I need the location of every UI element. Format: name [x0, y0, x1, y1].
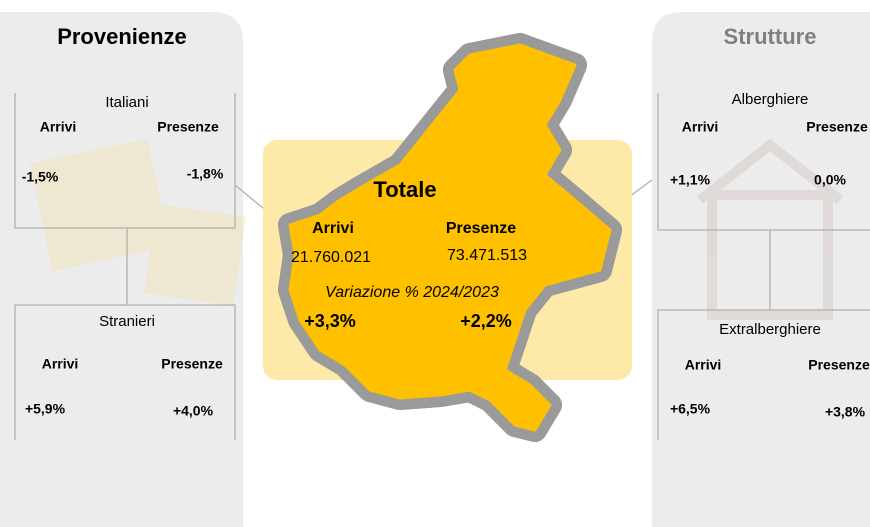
right-panel — [652, 12, 870, 527]
value: 21.760.021 — [291, 249, 371, 266]
col-label: Arrivi — [682, 119, 719, 135]
value: 73.471.513 — [447, 247, 527, 264]
col-label: Presenze — [157, 119, 219, 135]
box-alberghiere — [657, 93, 870, 231]
value: +2,2% — [460, 311, 512, 331]
panel-title: Provenienze — [57, 24, 187, 49]
left-panel — [0, 12, 243, 527]
col-label: Arrivi — [40, 119, 77, 135]
veneto-map — [278, 33, 622, 442]
box-italiani — [14, 93, 236, 229]
value: +4,0% — [173, 403, 214, 419]
building-icon — [696, 138, 844, 320]
col-label: Presenze — [161, 356, 223, 372]
panel-title: Strutture — [724, 24, 817, 49]
group-label: Stranieri — [99, 313, 155, 330]
group-label: Extralberghiere — [719, 321, 821, 338]
variation-label: Variazione % 2024/2023 — [325, 284, 499, 301]
value: +5,9% — [25, 401, 66, 417]
col-label: Arrivi — [42, 356, 79, 372]
group-label: Alberghiere — [732, 91, 809, 108]
value: -1,5% — [22, 169, 59, 185]
group-label: Italiani — [105, 94, 148, 111]
value: +3,3% — [304, 311, 356, 331]
col-label: Arrivi — [312, 220, 354, 237]
col-label: Presenze — [446, 220, 516, 237]
col-label: Presenze — [806, 119, 868, 135]
value: +3,8% — [825, 404, 866, 420]
value: -1,8% — [187, 166, 224, 182]
value: +6,5% — [670, 401, 711, 417]
box-extralberghiere — [657, 309, 870, 440]
box-stranieri — [14, 304, 236, 440]
center-title: Totale — [373, 177, 436, 202]
flags-icon — [29, 138, 246, 306]
value: 0,0% — [814, 172, 846, 188]
col-label: Arrivi — [685, 357, 722, 373]
col-label: Presenze — [808, 357, 870, 373]
value: +1,1% — [670, 172, 711, 188]
